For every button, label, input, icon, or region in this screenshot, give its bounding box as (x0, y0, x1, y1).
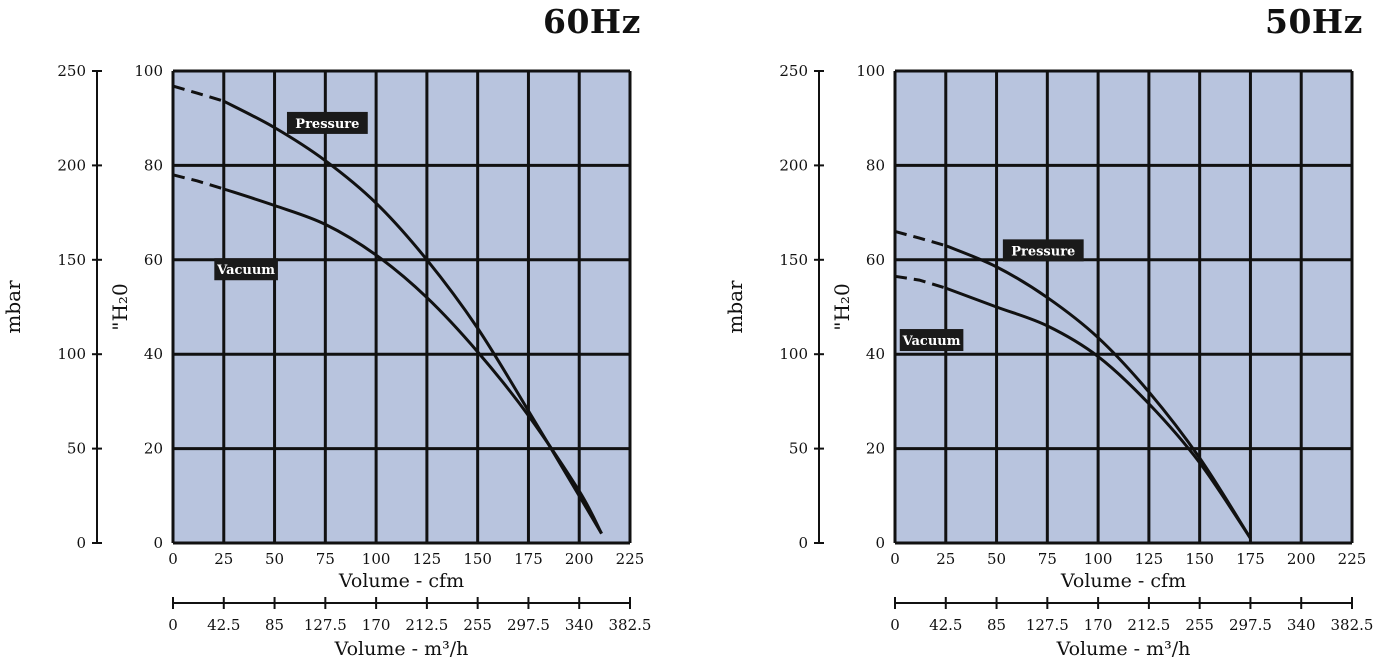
chart-1-frequency-title: 60Hz (543, 2, 641, 41)
pressure-curve (223, 99, 603, 535)
pressure-curve (945, 244, 1252, 540)
y-tick-label: 100 (134, 62, 163, 80)
y-axis-title: "H₂0 (830, 283, 854, 330)
x-tick-label: 150 (463, 550, 492, 568)
pressure-label-text: Pressure (1011, 244, 1075, 259)
y2-tick-label: 250 (779, 62, 808, 80)
y-tick-label: 40 (144, 345, 163, 363)
y-tick-label: 80 (144, 156, 163, 174)
pressure-series-label: Pressure (1002, 239, 1084, 262)
x2-tick-label: 212.5 (405, 616, 448, 634)
y2-tick-label: 100 (779, 345, 808, 363)
y2-tick-label: 250 (57, 62, 86, 80)
vacuum-label-box (214, 258, 278, 281)
x2-tick-label: 297.5 (1229, 616, 1272, 634)
y-tick-label: 80 (866, 156, 885, 174)
x2-tick-label: 127.5 (304, 616, 347, 634)
vacuum-curve (223, 187, 603, 535)
plot-background (173, 71, 630, 543)
vacuum-series-label: Vacuum (899, 329, 964, 352)
y2-tick-label: 100 (57, 345, 86, 363)
pressure-curve-dashed (172, 84, 225, 103)
x2-tick-label: 382.5 (1331, 616, 1374, 634)
x2-tick-label: 127.5 (1026, 616, 1069, 634)
x2-tick-label: 85 (265, 616, 284, 634)
x2-tick-label: 212.5 (1127, 616, 1170, 634)
y2-tick-label: 50 (789, 440, 808, 458)
y2-axis-title: mbar (723, 280, 747, 334)
x2-tick-label: 297.5 (507, 616, 550, 634)
x-tick-label: 25 (214, 550, 233, 568)
x2-axis-title: Volume - m³/h (334, 638, 469, 660)
y2-tick-label: 150 (57, 251, 86, 269)
x-tick-label: 200 (565, 550, 594, 568)
y2-tick-label: 50 (67, 440, 86, 458)
plot-background (895, 71, 1352, 543)
x-tick-label: 175 (1236, 550, 1265, 568)
x2-tick-label: 85 (987, 616, 1006, 634)
x2-tick-label: 255 (1185, 616, 1214, 634)
x2-tick-label: 0 (890, 616, 900, 634)
x2-tick-label: 170 (1084, 616, 1113, 634)
y-tick-label: 60 (866, 251, 885, 269)
x-tick-label: 75 (316, 550, 335, 568)
vacuum-series-label: Vacuum (214, 258, 278, 281)
y-tick-label: 0 (875, 534, 885, 552)
x-tick-label: 50 (987, 550, 1006, 568)
y-tick-label: 20 (866, 440, 885, 458)
x-tick-label: 50 (265, 550, 284, 568)
pressure-label-box (1002, 239, 1084, 262)
x-tick-label: 175 (514, 550, 543, 568)
pressure-curve-dashed (894, 230, 947, 248)
x2-tick-label: 170 (362, 616, 391, 634)
x2-tick-label: 42.5 (929, 616, 962, 634)
y-tick-label: 60 (144, 251, 163, 269)
y-tick-label: 100 (856, 62, 885, 80)
x-tick-label: 25 (936, 550, 955, 568)
x-tick-label: 0 (168, 550, 178, 568)
x-tick-label: 75 (1038, 550, 1057, 568)
x-tick-label: 125 (1135, 550, 1164, 568)
y2-tick-label: 0 (798, 534, 808, 552)
y-tick-label: 0 (153, 534, 163, 552)
y2-tick-label: 200 (779, 156, 808, 174)
x2-tick-label: 42.5 (207, 616, 240, 634)
x-tick-label: 125 (413, 550, 442, 568)
y2-axis-title: mbar (1, 280, 25, 334)
pressure-label-text: Pressure (295, 117, 359, 132)
pressure-series-label: Pressure (286, 111, 368, 134)
vacuum-curve-dashed (172, 173, 225, 191)
pressure-label-box (286, 111, 368, 134)
chart-2-frequency-title: 50Hz (1265, 2, 1363, 41)
x-tick-label: 100 (1084, 550, 1113, 568)
x-tick-label: 225 (1338, 550, 1367, 568)
x2-tick-label: 382.5 (609, 616, 652, 634)
x-tick-label: 0 (890, 550, 900, 568)
y-tick-label: 40 (866, 345, 885, 363)
x-axis-title: Volume - cfm (1060, 570, 1186, 592)
y-tick-label: 20 (144, 440, 163, 458)
y2-tick-label: 200 (57, 156, 86, 174)
x-tick-label: 200 (1287, 550, 1316, 568)
y-axis-title: "H₂0 (108, 283, 132, 330)
y2-tick-label: 150 (779, 251, 808, 269)
vacuum-curve (945, 286, 1252, 540)
x-tick-label: 225 (616, 550, 645, 568)
vacuum-label-text: Vacuum (216, 263, 275, 278)
vacuum-curve-dashed (894, 274, 947, 290)
y2-tick-label: 0 (76, 534, 86, 552)
x-tick-label: 150 (1185, 550, 1214, 568)
x-tick-label: 100 (362, 550, 391, 568)
vacuum-label-text: Vacuum (902, 334, 961, 349)
x2-tick-label: 255 (463, 616, 492, 634)
vacuum-label-box (899, 329, 964, 352)
x2-tick-label: 340 (565, 616, 594, 634)
x2-tick-label: 0 (168, 616, 178, 634)
x-axis-title: Volume - cfm (338, 570, 464, 592)
x2-axis-title: Volume - m³/h (1056, 638, 1191, 660)
x2-tick-label: 340 (1287, 616, 1316, 634)
